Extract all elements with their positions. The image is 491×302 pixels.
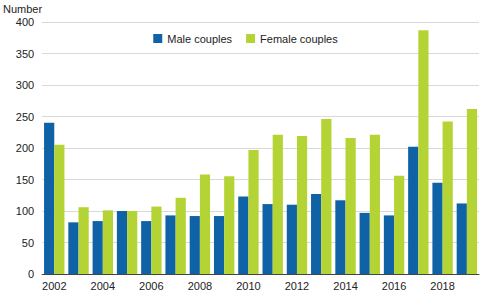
- svg-text:2004: 2004: [91, 280, 115, 292]
- svg-text:0: 0: [28, 268, 34, 280]
- svg-text:100: 100: [16, 205, 34, 217]
- svg-text:200: 200: [16, 142, 34, 154]
- svg-text:Number: Number: [3, 3, 42, 15]
- svg-text:250: 250: [16, 111, 34, 123]
- svg-text:400: 400: [16, 16, 34, 28]
- svg-text:2014: 2014: [333, 280, 357, 292]
- svg-text:Female couples: Female couples: [260, 33, 338, 45]
- svg-text:300: 300: [16, 79, 34, 91]
- svg-text:2012: 2012: [285, 280, 309, 292]
- svg-text:2016: 2016: [382, 280, 406, 292]
- svg-text:150: 150: [16, 174, 34, 186]
- svg-text:2006: 2006: [139, 280, 163, 292]
- svg-text:50: 50: [22, 237, 34, 249]
- svg-text:Male couples: Male couples: [167, 33, 232, 45]
- svg-text:2008: 2008: [188, 280, 212, 292]
- svg-text:2010: 2010: [236, 280, 260, 292]
- svg-text:2002: 2002: [42, 280, 66, 292]
- svg-text:2018: 2018: [430, 280, 454, 292]
- svg-text:350: 350: [16, 48, 34, 60]
